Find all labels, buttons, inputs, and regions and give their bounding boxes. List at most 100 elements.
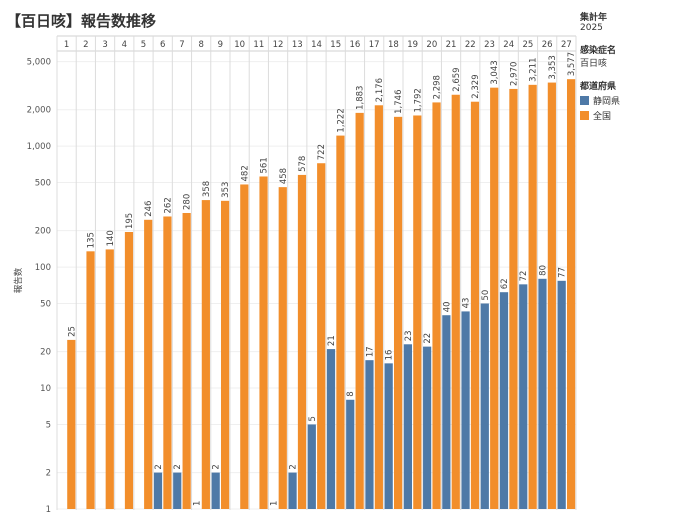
data-label-national: 262	[163, 197, 173, 213]
y-tick-label: 2,000	[27, 106, 51, 116]
week-header-label: 7	[179, 40, 184, 50]
data-label-national: 358	[202, 181, 212, 197]
week-header-label: 27	[561, 40, 572, 50]
week-header-label: 5	[141, 40, 146, 50]
week-header-label: 4	[122, 40, 127, 50]
data-label-shizuoka: 8	[346, 391, 356, 396]
data-label-national: 353	[221, 182, 231, 198]
week-header-label: 20	[426, 40, 437, 50]
week-header-label: 8	[198, 40, 203, 50]
y-tick-label: 100	[35, 263, 51, 273]
year-filter-value[interactable]: 2025	[580, 23, 603, 33]
data-label-national: 1,792	[413, 88, 423, 112]
prefecture-legend-label: 都道府県	[580, 82, 617, 92]
week-header-label: 16	[350, 40, 361, 50]
data-label-national: 3,043	[490, 60, 500, 84]
bar-shizuoka	[519, 284, 528, 509]
data-label-national: 1,222	[336, 108, 346, 132]
bar-shizuoka	[423, 346, 432, 509]
bar-national	[393, 116, 403, 509]
bar-national	[297, 174, 307, 509]
y-tick-label: 20	[40, 348, 51, 358]
bar-national	[240, 184, 249, 509]
y-tick-label: 50	[40, 299, 51, 309]
data-label-shizuoka: 23	[404, 330, 414, 341]
bar-national	[413, 115, 422, 510]
bar-national	[124, 232, 134, 509]
week-header-label: 19	[407, 40, 418, 50]
data-label-shizuoka: 1	[192, 501, 202, 506]
data-label-national: 25	[67, 326, 77, 337]
data-label-shizuoka: 22	[423, 333, 433, 344]
disease-filter-label: 感染症名	[580, 46, 617, 56]
bar-shizuoka	[384, 363, 393, 509]
week-header-label: 25	[523, 40, 534, 50]
week-header-label: 2	[83, 40, 88, 50]
data-label-national: 135	[87, 232, 97, 248]
data-label-national: 561	[260, 157, 270, 173]
bar-national	[163, 216, 172, 509]
data-label-national: 2,970	[509, 62, 519, 86]
data-label-shizuoka: 40	[442, 301, 452, 312]
week-header-label: 3	[102, 40, 107, 50]
y-tick-label: 2	[46, 469, 51, 479]
bar-national	[451, 94, 460, 509]
bar-shizuoka	[442, 315, 451, 509]
bar-shizuoka	[326, 349, 336, 509]
data-label-shizuoka: 2	[289, 464, 299, 469]
bar-shizuoka	[403, 344, 413, 509]
bar-national	[278, 187, 287, 509]
data-label-national: 722	[317, 144, 327, 160]
week-header-label: 22	[465, 40, 476, 50]
data-label-shizuoka: 21	[327, 335, 337, 346]
bar-shizuoka	[173, 472, 182, 509]
week-header-label: 11	[253, 40, 264, 50]
data-label-national: 3,577	[567, 52, 577, 76]
data-label-shizuoka: 5	[308, 416, 318, 421]
legend-item-shizuoka[interactable]: 静岡県	[580, 94, 620, 107]
legend-item-national[interactable]: 全国	[580, 109, 620, 122]
bar-shizuoka	[288, 472, 297, 509]
bar-national	[182, 212, 191, 509]
bar-national	[509, 88, 518, 510]
week-header-label: 21	[446, 40, 457, 50]
year-filter-label: 集計年	[580, 13, 608, 23]
week-header-label: 18	[388, 40, 399, 50]
data-label-national: 2,176	[375, 78, 385, 102]
legend-label-national: 全国	[593, 112, 612, 122]
bar-shizuoka	[307, 424, 316, 509]
data-label-shizuoka: 62	[500, 278, 510, 289]
data-label-shizuoka: 43	[462, 298, 472, 309]
data-label-national: 195	[125, 213, 135, 229]
bar-national	[105, 249, 114, 509]
week-header-label: 9	[218, 40, 223, 50]
week-header-label: 6	[160, 40, 165, 50]
bar-national	[317, 163, 326, 509]
bar-national	[86, 251, 95, 509]
week-header-label: 10	[234, 40, 245, 50]
data-label-shizuoka: 2	[154, 464, 164, 469]
y-tick-label: 1	[46, 505, 51, 515]
data-label-shizuoka: 2	[173, 464, 183, 469]
bar-national	[144, 219, 153, 509]
y-tick-label: 1,000	[27, 142, 51, 152]
bar-national	[432, 102, 441, 509]
data-label-national: 2,298	[433, 75, 443, 99]
legend-panel: 集計年 2025 感染症名 百日咳 都道府県 静岡県 全国	[580, 10, 620, 122]
bar-national	[67, 339, 76, 509]
week-header-label: 26	[542, 40, 553, 50]
chart-title: 【百日咳】報告数推移	[6, 12, 157, 30]
week-header-label: 13	[292, 40, 303, 50]
y-tick-label: 5	[46, 420, 51, 430]
bar-shizuoka	[538, 278, 547, 509]
week-header-label: 24	[503, 40, 514, 50]
data-label-shizuoka: 77	[558, 267, 568, 278]
data-label-national: 246	[144, 201, 154, 217]
data-label-shizuoka: 2	[212, 464, 222, 469]
y-axis-title: 報告数	[13, 267, 24, 293]
disease-filter-value[interactable]: 百日咳	[580, 59, 608, 69]
week-header-label: 1	[64, 40, 69, 50]
week-header-label: 15	[330, 40, 341, 50]
bar-shizuoka	[499, 292, 509, 509]
data-label-shizuoka: 80	[538, 265, 548, 276]
